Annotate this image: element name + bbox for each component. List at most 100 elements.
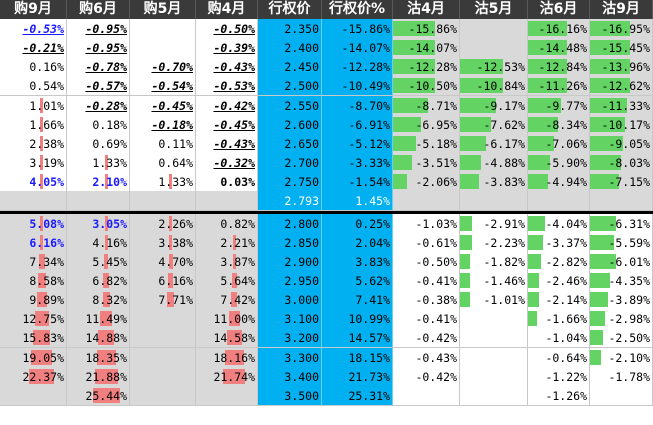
put-bar: [528, 21, 567, 36]
cell-value: -10.17%: [601, 117, 650, 132]
cell-value: 14.57%: [348, 331, 390, 346]
cell-call-may: -0.54%: [130, 76, 196, 97]
cell-put-apr: -0.41%: [393, 270, 460, 291]
call-bar: [40, 174, 43, 190]
put-bar: [590, 330, 603, 346]
header-call-apr[interactable]: 购4月: [196, 0, 258, 19]
cell-value: 2.38%: [29, 136, 64, 151]
cell-value: -8.34%: [545, 117, 587, 132]
cell-value: 12.75%: [22, 312, 64, 327]
cell-value: -0.32%: [213, 156, 255, 171]
put-bar: [528, 78, 567, 94]
cell-put-may: -6.17%: [460, 133, 528, 154]
cell-call-jun: 18.35%: [67, 347, 130, 368]
cell-value: 18.16%: [213, 350, 255, 365]
header-put-sep[interactable]: 沽9月: [590, 0, 653, 19]
cell-value: 2.700: [284, 156, 319, 171]
cell-put-may: [460, 38, 528, 59]
cell-strike-pct: 3.83%: [322, 251, 393, 272]
header-call-sep[interactable]: 购9月: [0, 0, 67, 19]
call-bar: [169, 253, 173, 269]
call-bar: [233, 253, 236, 269]
cell-call-jun: 25.44%: [67, 385, 130, 406]
cell-strike: 3.200: [258, 328, 322, 349]
cell-call-jun: 5.45%: [67, 251, 130, 272]
cell-value: -0.61%: [415, 235, 457, 250]
cell-call-apr: 18.16%: [196, 347, 258, 368]
header-put-apr[interactable]: 沽4月: [393, 0, 460, 19]
cell-value: -0.95%: [85, 22, 127, 36]
cell-put-sep: -9.05%: [590, 133, 653, 154]
cell-value: -1.66%: [545, 312, 587, 327]
cell-call-sep: 5.08%: [0, 213, 67, 234]
cell-call-sep: [0, 191, 67, 212]
header-call-may[interactable]: 购5月: [130, 0, 196, 19]
cell-value: -3.89%: [608, 293, 650, 308]
cell-value: 14.58%: [213, 331, 255, 346]
cell-value: 3.38%: [158, 235, 193, 250]
cell-value: -2.82%: [545, 254, 587, 269]
cell-strike: 2.800: [258, 213, 322, 234]
cell-value: -5.12%: [348, 136, 390, 151]
cell-strike-pct: -12.28%: [322, 57, 393, 78]
cell-put-sep: -13.96%: [590, 57, 653, 78]
cell-strike-pct: -15.86%: [322, 19, 393, 39]
cell-value: 5.45%: [92, 254, 127, 269]
header-strike-pct[interactable]: 行权价%: [322, 0, 393, 19]
cell-strike: 3.000: [258, 290, 322, 311]
cell-call-jun: 8.32%: [67, 290, 130, 311]
cell-put-apr: -0.38%: [393, 290, 460, 311]
cell-put-apr: -0.41%: [393, 309, 460, 330]
cell-value: -1.03%: [415, 216, 457, 231]
cell-put-sep: [590, 191, 653, 212]
cell-put-jun: -3.37%: [528, 232, 590, 253]
call-bar: [232, 272, 237, 288]
cell-call-may: [130, 347, 196, 368]
cell-strike: 2.550: [258, 95, 322, 116]
cell-put-sep: -2.98%: [590, 309, 653, 330]
header-put-may[interactable]: 沽5月: [460, 0, 528, 19]
cell-value: 0.54%: [29, 79, 64, 94]
cell-value: -2.91%: [483, 216, 525, 231]
cell-value: -11.33%: [601, 98, 650, 113]
cell-value: 1.66%: [29, 117, 64, 132]
cell-strike-pct: 10.99%: [322, 309, 393, 330]
put-bar: [393, 21, 435, 36]
put-bar: [460, 78, 503, 94]
cell-value: -2.23%: [483, 235, 525, 250]
cell-call-apr: 21.74%: [196, 366, 258, 387]
cell-value: -0.18%: [151, 117, 193, 132]
cell-value: 22.37%: [22, 369, 64, 384]
cell-value: 2.600: [284, 117, 319, 132]
call-bar: [31, 349, 52, 365]
header-call-jun[interactable]: 购6月: [67, 0, 130, 19]
put-bar: [590, 59, 630, 75]
cell-strike: 2.500: [258, 76, 322, 97]
cell-call-may: [130, 309, 196, 330]
put-bar: [590, 21, 630, 36]
header-put-jun[interactable]: 沽6月: [528, 0, 590, 19]
cell-value: -12.62%: [601, 79, 650, 94]
cell-value: 7.34%: [29, 254, 64, 269]
cell-value: 19.05%: [22, 350, 64, 365]
header-strike[interactable]: 行权价: [258, 0, 322, 19]
call-bar: [233, 234, 236, 250]
cell-call-sep: 19.05%: [0, 347, 67, 368]
put-bar: [528, 234, 543, 250]
cell-call-jun: -0.95%: [67, 19, 130, 39]
cell-value: -1.04%: [545, 331, 587, 346]
call-bar: [105, 215, 108, 231]
cell-strike-pct: -5.12%: [322, 133, 393, 154]
cell-strike: 2.900: [258, 251, 322, 272]
put-bar: [393, 155, 412, 171]
cell-value: -0.42%: [415, 331, 457, 346]
cell-call-may: [130, 19, 196, 39]
put-bar: [528, 292, 539, 308]
cell-strike-pct: -10.49%: [322, 76, 393, 97]
put-bar: [528, 135, 554, 151]
cell-value: -14.48%: [538, 41, 587, 56]
cell-strike: 2.350: [258, 19, 322, 39]
cell-value: -4.88%: [483, 156, 525, 171]
cell-put-sep: [590, 385, 653, 406]
cell-call-may: 1.33%: [130, 172, 196, 193]
